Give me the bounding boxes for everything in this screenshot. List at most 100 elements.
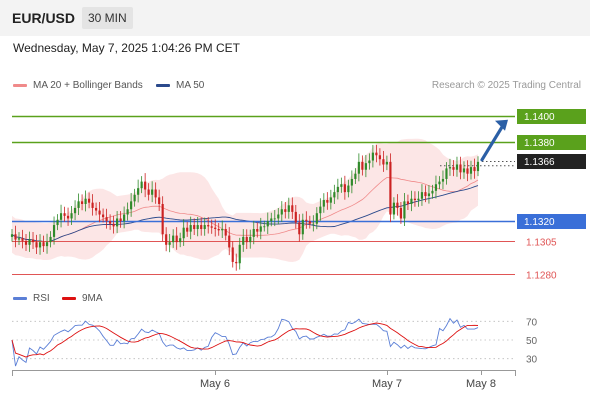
candle-body — [70, 213, 73, 219]
candle-body — [123, 214, 126, 222]
candle-body — [193, 225, 196, 230]
candle-body — [252, 229, 255, 237]
candle-body — [434, 184, 438, 191]
candle-body — [277, 214, 280, 219]
candle-body — [312, 223, 315, 225]
timeframe-button[interactable]: 30 MIN — [82, 7, 133, 29]
last-price-label: 1.1366 — [524, 157, 555, 168]
candle-body — [284, 209, 287, 212]
candle-body — [343, 184, 346, 193]
candle-body — [137, 188, 140, 195]
rsi-label: RSI — [33, 293, 50, 304]
ma20-line — [11, 177, 479, 243]
candle-body — [116, 218, 119, 227]
candle-body — [242, 236, 245, 245]
ma50-label: MA 50 — [176, 80, 205, 91]
candle-body — [154, 189, 157, 198]
support-label: 1.1280 — [526, 271, 557, 282]
candle-body — [308, 221, 311, 224]
ma9-label: 9MA — [82, 293, 103, 304]
candle-body — [56, 219, 59, 226]
pivot-label: 1.1320 — [524, 217, 555, 228]
candle-body — [298, 222, 301, 235]
candle-body — [476, 161, 480, 172]
rsi-panel: 70 50 30 — [11, 317, 538, 367]
candle-body — [420, 192, 424, 199]
candle-body — [333, 192, 336, 198]
candle-body — [396, 202, 399, 208]
target-2-box — [517, 109, 586, 124]
ma20-label: MA 20 + Bollinger Bands — [33, 80, 143, 91]
candle-body — [256, 229, 259, 232]
candle-body — [98, 210, 101, 215]
x-axis-label: May 8 — [466, 378, 496, 390]
credit-text: Research © 2025 Trading Central — [431, 80, 581, 91]
ma50-swatch — [156, 83, 170, 87]
candle-body — [77, 201, 80, 208]
candle-body — [80, 201, 84, 204]
candle-body — [182, 227, 185, 239]
candle-body — [385, 161, 388, 165]
candle-body — [161, 203, 164, 235]
candle-body — [214, 227, 217, 230]
candle-body — [38, 242, 42, 248]
candle-body — [368, 160, 371, 164]
candle-body — [95, 207, 98, 211]
candle-body — [473, 167, 476, 172]
candle-body — [399, 207, 403, 219]
candle-body — [403, 201, 406, 219]
candle-body — [438, 181, 441, 185]
candle-body — [17, 238, 21, 240]
candle-body — [389, 161, 392, 215]
candle-body — [361, 161, 364, 170]
candle-body — [109, 221, 112, 224]
candle-body — [221, 229, 224, 231]
candle-body — [417, 198, 420, 201]
candles — [10, 144, 480, 271]
candle-body — [431, 190, 434, 194]
candle-body — [357, 161, 360, 174]
candle-body — [326, 200, 329, 203]
candle-body — [270, 218, 273, 222]
support-label: 1.1305 — [526, 238, 557, 249]
candle-body — [105, 217, 108, 222]
legend-ma20: MA 20 + Bollinger Bands — [13, 80, 143, 92]
forecast-arrow — [480, 119, 508, 162]
candle-body — [336, 186, 339, 193]
candle-body — [24, 240, 28, 245]
candle-body — [459, 164, 462, 173]
candle-body — [462, 168, 466, 173]
candle-body — [14, 234, 17, 240]
candle-body — [203, 225, 206, 230]
rsi-tick-label: 30 — [526, 355, 538, 366]
x-axis: May 6 May 7 May 8 — [12, 370, 516, 390]
candle-body — [172, 235, 175, 243]
candle-body — [448, 167, 452, 169]
candle-body — [217, 229, 220, 231]
rsi-tick-label: 70 — [526, 317, 538, 328]
candle-body — [375, 152, 378, 156]
target-1-box — [517, 135, 586, 150]
candle-body — [392, 202, 395, 215]
candle-body — [273, 218, 276, 220]
rsi-tick-label: 50 — [526, 336, 538, 347]
candle-body — [59, 213, 63, 220]
candle-body — [266, 221, 269, 227]
candle-body — [119, 218, 122, 222]
candle-body — [210, 226, 213, 228]
candle-body — [445, 168, 448, 179]
candle-body — [31, 239, 35, 243]
candle-body — [189, 225, 192, 232]
candle-body — [294, 211, 297, 223]
candle-body — [140, 181, 143, 189]
candle-body — [186, 227, 189, 232]
last-price-box — [517, 154, 586, 169]
legend-rsi: RSI — [13, 293, 50, 305]
candle-body — [35, 242, 38, 248]
candle-body — [179, 238, 182, 243]
candle-body — [406, 201, 410, 204]
x-axis-label: May 6 — [200, 378, 230, 390]
candle-body — [147, 189, 150, 195]
timestamp: Wednesday, May 7, 2025 1:04:26 PM CET — [13, 41, 241, 55]
